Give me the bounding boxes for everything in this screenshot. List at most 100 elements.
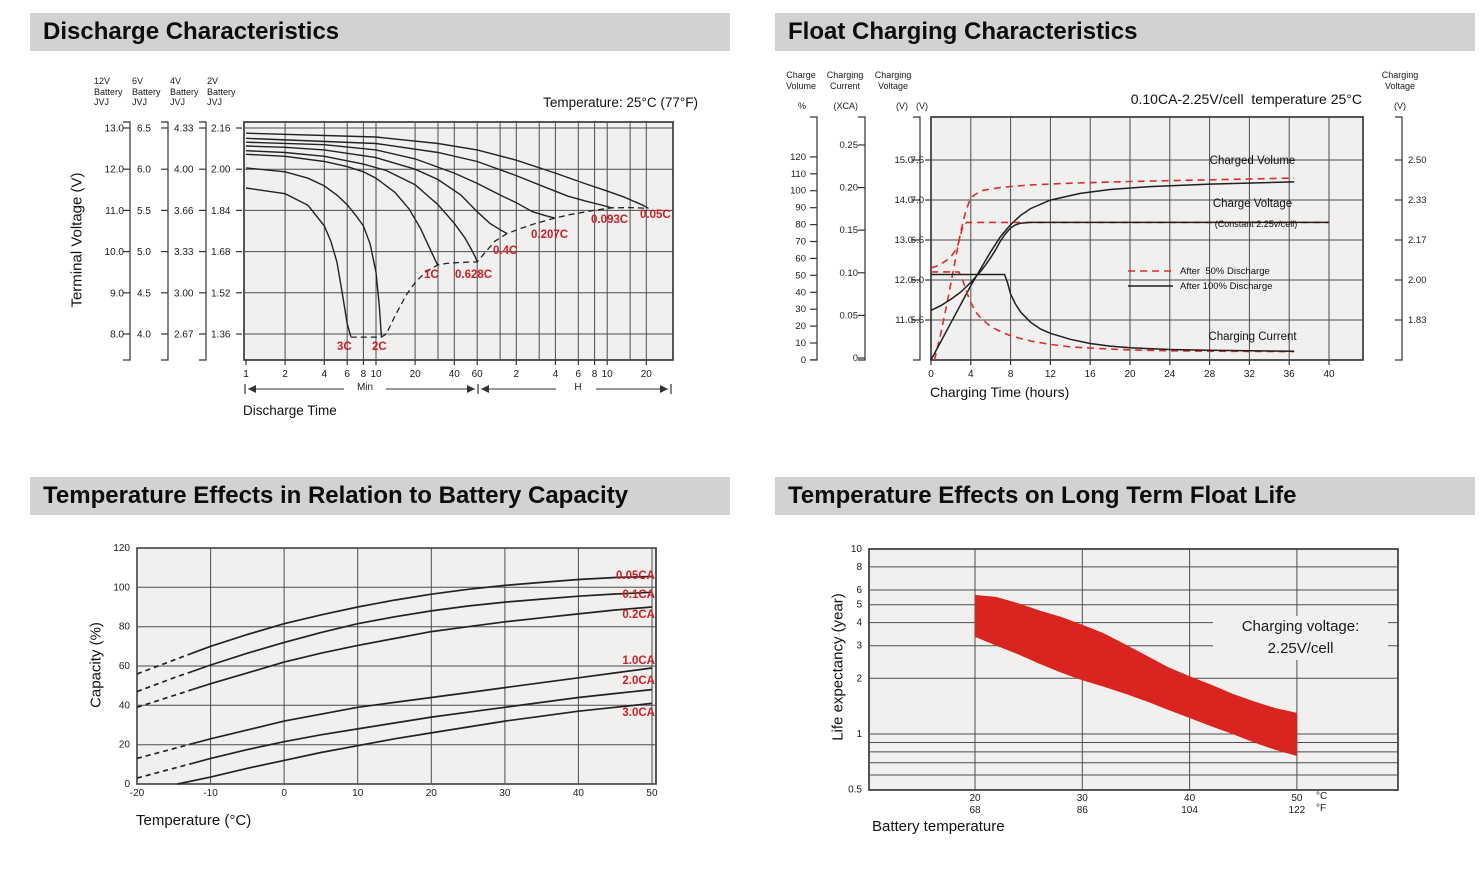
tick-label: 0 — [124, 779, 130, 790]
tick-label: 86 — [1077, 805, 1089, 816]
tick-label: 10.0 — [105, 247, 125, 258]
axis-unit-v-12: (V) — [896, 101, 908, 111]
rate-label-01ca: 0.1CA — [622, 589, 655, 601]
arrowhead — [481, 385, 489, 393]
discharge-curve-0.628C — [245, 150, 478, 263]
tick-label: 3.33 — [174, 247, 194, 258]
axis-header-4v: 4V Battery JVJ — [170, 76, 199, 107]
curve-label-charge-voltage: Charge Voltage — [1212, 198, 1293, 210]
axis-header-charging-voltage: Charging Voltage — [874, 70, 912, 91]
tick-label: 60 — [119, 661, 131, 672]
tick-label: 32 — [1244, 369, 1256, 380]
arrowhead — [660, 385, 668, 393]
axis-unit-v-6: (V) — [916, 101, 928, 111]
tick-label: 36 — [1284, 369, 1296, 380]
tick-label: 60 — [472, 369, 484, 380]
chart-graphic — [199, 121, 207, 361]
rate-label-005ca: 0.05CA — [616, 570, 655, 582]
tick-label: 3 — [856, 641, 862, 652]
curve-charged_volume_50 — [933, 177, 1295, 361]
axis-unit-xca: (XCA) — [833, 101, 859, 111]
annotation-line-1: Charging voltage: — [1241, 618, 1360, 635]
tick-label: 1.84 — [211, 206, 231, 217]
tick-label: 8.0 — [110, 330, 124, 341]
tick-label: 70 — [795, 237, 806, 248]
tick-label: 0.5 — [848, 785, 862, 796]
tick-label: 40 — [119, 700, 131, 711]
legend-after-100-discharge: After 100% Discharge — [1180, 281, 1273, 292]
tick-label: 122 — [1289, 805, 1306, 816]
tick-label: 50 — [795, 270, 806, 281]
capacity-curve-dashed-0.2CA — [136, 688, 193, 709]
x-unit-celsius: °C — [1316, 791, 1328, 802]
float-charging-chart: 12011010090807060504030201000.250.200.15… — [790, 116, 1427, 380]
tick-label: 4 — [968, 369, 974, 380]
tick-label: 13.0 — [105, 124, 125, 135]
tick-label: 0 — [928, 369, 934, 380]
tick-label: 2.33 — [1408, 195, 1427, 206]
axis-header-charge-volume: Charge Volume — [785, 70, 817, 91]
tick-label: 40 — [795, 287, 806, 298]
arrowhead — [467, 385, 475, 393]
tick-label: 40 — [1323, 369, 1335, 380]
tick-label: 1 — [243, 369, 249, 380]
curve-label-charge-voltage-sub: (Constant 2.25v/cell) — [1214, 219, 1298, 229]
tick-label: 2 — [514, 369, 520, 380]
chart-graphic — [123, 121, 131, 361]
rate-label-2c: 2C — [372, 341, 387, 353]
tick-label: 30 — [499, 788, 511, 799]
rate-label-02ca: 0.2CA — [622, 609, 655, 621]
tick-label: 4 — [856, 618, 862, 629]
rate-label-0207c: 0.207C — [531, 229, 569, 241]
tick-label: 3.00 — [174, 288, 194, 299]
tick-label: 1 — [856, 729, 862, 740]
curve-charge_voltage_100 — [930, 221, 1329, 312]
tick-label: 4 — [321, 369, 327, 380]
tick-label: 2 — [856, 673, 862, 684]
capacity-curve-dashed-0.1CA — [136, 670, 193, 693]
capacity-curve-0.2CA — [191, 606, 653, 691]
tick-label: 5.5 — [137, 206, 151, 217]
curve-charging_current_100 — [931, 273, 1295, 352]
tick-label: 6 — [856, 585, 862, 596]
tick-label: 11.0 — [895, 315, 913, 326]
tick-label: 1.68 — [211, 247, 231, 258]
capacity-curve-1.0CA — [191, 667, 653, 745]
life-expectancy-band — [975, 594, 1297, 756]
arrowhead — [248, 385, 256, 393]
rate-label-005c: 0.05C — [640, 209, 671, 221]
tick-label: 0 — [281, 788, 287, 799]
tick-label: 6.5 — [137, 124, 151, 135]
tick-label: 12.0 — [105, 165, 125, 176]
tick-label: 14.0 — [895, 195, 914, 206]
tick-label: 4 — [553, 369, 559, 380]
tick-label: 20 — [1124, 369, 1136, 380]
tick-label: 104 — [1181, 805, 1198, 816]
rate-label-04c: 0.4C — [493, 245, 518, 257]
tick-label: 28 — [1204, 369, 1216, 380]
x-axis-title-temperature: Temperature (°C) — [136, 812, 252, 829]
capacity-curve-3.0CA — [177, 702, 653, 785]
tick-label: 110 — [791, 169, 806, 180]
tick-label: 20 — [119, 740, 131, 751]
section-title-discharge: Discharge Characteristics — [30, 13, 730, 51]
rate-label-0093c: 0.093C — [591, 214, 629, 226]
capacity-curve-0.05CA — [191, 575, 653, 654]
tick-label: 6.0 — [137, 165, 151, 176]
x-axis-title-discharge-time: Discharge Time — [243, 403, 337, 418]
discharge-curve-3C — [245, 187, 352, 337]
rate-label-20ca: 2.0CA — [622, 675, 655, 687]
discharge-chart: 13.0 12.0 11.0 10.0 9.0 8.0 6.5 6.0 5.5 5.0 4.5 4.0… — [105, 121, 674, 394]
tick-label: 50 — [646, 788, 658, 799]
axis-header-6v: 6V Battery JVJ — [132, 76, 161, 107]
tick-label: 8 — [592, 369, 598, 380]
section-title-capacity-temp: Temperature Effects in Relation to Batte… — [30, 477, 730, 515]
tick-label: 120 — [113, 543, 130, 554]
axis-header-12v: 12V Battery JVJ — [94, 76, 123, 107]
tick-label: 0 — [853, 353, 858, 364]
curve-charging_current_50 — [931, 271, 1295, 353]
axis-unit-v-right: (V) — [1394, 101, 1406, 111]
temperature-note: Temperature: 25°C (77°F) — [543, 95, 698, 110]
discharge-curve-2C — [245, 167, 383, 337]
tick-label: -10 — [203, 788, 218, 799]
